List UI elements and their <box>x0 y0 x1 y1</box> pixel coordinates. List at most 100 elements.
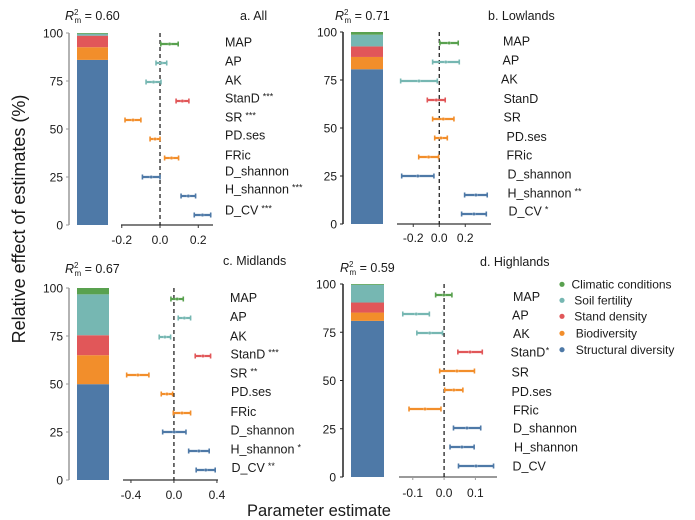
r2-superscript: 2 <box>74 261 79 270</box>
panel-title: c. Midlands <box>223 254 286 268</box>
y-tick-label: 75 <box>324 74 338 88</box>
variable-name: SR <box>225 111 242 125</box>
point-estimate <box>196 449 201 453</box>
row-label: FRic <box>231 405 257 419</box>
point-estimate <box>455 369 459 373</box>
bar-segment-climatic-conditions <box>77 288 109 295</box>
variable-name: AK <box>230 330 247 344</box>
legend-dot <box>559 297 565 303</box>
x-tick-label: 0.4 <box>209 488 226 502</box>
estimate-ap <box>177 315 192 321</box>
bar-segment-structural-diversity <box>351 320 384 477</box>
x-tick-label: 0.0 <box>152 233 169 247</box>
significance-stars: * <box>297 443 301 453</box>
point-estimate <box>172 430 177 434</box>
point-estimate <box>153 137 157 141</box>
y-tick-label: 25 <box>50 426 64 440</box>
estimate-h-shannon <box>187 448 210 454</box>
y-tick-label: 25 <box>324 170 338 184</box>
r2-symbol: R <box>65 262 74 276</box>
row-label: AP <box>225 55 242 69</box>
legend-item: Climatic conditions <box>559 278 672 292</box>
x-tick-label: -0.1 <box>402 486 423 500</box>
row-label: SR <box>504 111 521 125</box>
bar-segment-stand-density <box>77 35 108 48</box>
point-estimate <box>415 174 420 178</box>
y-tick-label: 0 <box>56 474 63 488</box>
estimate-pd-ses <box>433 135 449 141</box>
row-label: PD.ses <box>231 385 271 399</box>
row-label: AK <box>513 327 530 341</box>
variable-name: FRic <box>231 405 257 419</box>
significance-stars: ** <box>250 367 258 377</box>
r2m-label: R2 m = 0.71 <box>335 8 390 25</box>
estimate-d-shannon <box>452 425 482 431</box>
estimate-stand <box>175 98 190 104</box>
point-estimate <box>451 388 456 392</box>
estimate-d-shannon <box>161 429 187 435</box>
variable-name: D_CV <box>232 461 266 475</box>
x-tick-label: 0.2 <box>190 233 207 247</box>
y-tick-label: 100 <box>317 26 337 40</box>
point-estimate <box>180 99 185 103</box>
row-label: D_shannon <box>225 165 289 179</box>
y-tick-label: 50 <box>50 378 64 392</box>
point-estimate <box>468 350 472 354</box>
r2-subscript: m <box>349 268 356 277</box>
point-estimate <box>474 464 478 468</box>
variable-name: SR <box>512 366 529 380</box>
r2-value: = 0.71 <box>351 9 390 23</box>
significance-stars: *** <box>261 204 272 214</box>
r2m-label: R2 m = 0.60 <box>65 8 120 25</box>
point-estimate <box>186 194 191 198</box>
variable-name: StanD <box>231 348 266 362</box>
variable-name: PD.ses <box>231 385 271 399</box>
row-label: D_CV * <box>509 205 549 219</box>
legend-label: Biodiversity <box>576 327 637 341</box>
variable-name: AK <box>225 74 242 88</box>
estimate-h-shannon <box>180 193 197 199</box>
legend-label: Soil fertility <box>574 294 632 308</box>
significance-stars: * <box>546 346 550 356</box>
variable-name: PD.ses <box>507 130 547 144</box>
x-tick-label: 0.2 <box>457 231 474 245</box>
estimate-sr <box>431 116 455 122</box>
bar-segment-climatic-conditions <box>77 33 108 34</box>
significance-stars: *** <box>263 92 274 102</box>
row-label: H_shannon ** <box>508 187 582 201</box>
variable-name: D_shannon <box>231 424 295 438</box>
legend-label: Stand density <box>574 310 647 324</box>
variable-name: PD.ses <box>512 385 552 399</box>
bar-segment-soil-fertility <box>351 284 384 303</box>
point-estimate <box>169 156 174 160</box>
bar-segment-biodiversity <box>351 312 384 321</box>
point-estimate <box>443 60 448 64</box>
row-label: FRic <box>513 404 539 418</box>
y-tick-label: 100 <box>43 282 63 296</box>
y-tick-label: 50 <box>324 122 338 136</box>
panel-title: b. Lowlands <box>488 9 555 23</box>
r2-symbol: R <box>335 9 344 23</box>
y-tick-label: 0 <box>330 218 337 232</box>
estimate-fric <box>417 154 440 160</box>
panel-c: c. Midlands R2 m = 0.67 0 25 50 75 100 -0.4 0.0 0.… <box>43 254 301 502</box>
point-estimate <box>151 80 156 84</box>
estimate-map <box>159 41 179 47</box>
estimate-pd-ses <box>149 136 161 142</box>
row-label: MAP <box>513 290 540 304</box>
variable-name: StanD <box>504 92 539 106</box>
r2-symbol: R <box>340 261 349 275</box>
point-estimate <box>149 175 154 179</box>
bar-segment-biodiversity <box>77 355 109 385</box>
row-label: StanD <box>504 92 539 106</box>
variable-name: MAP <box>230 291 257 305</box>
estimate-h-shannon <box>449 444 475 450</box>
x-tick-label: -0.2 <box>111 233 132 247</box>
significance-stars: ** <box>268 461 276 471</box>
row-label: AK <box>230 330 247 344</box>
row-label: MAP <box>225 36 252 50</box>
row-label: SR *** <box>225 111 256 125</box>
row-label: D_shannon <box>508 168 572 182</box>
estimate-ap <box>155 60 168 66</box>
